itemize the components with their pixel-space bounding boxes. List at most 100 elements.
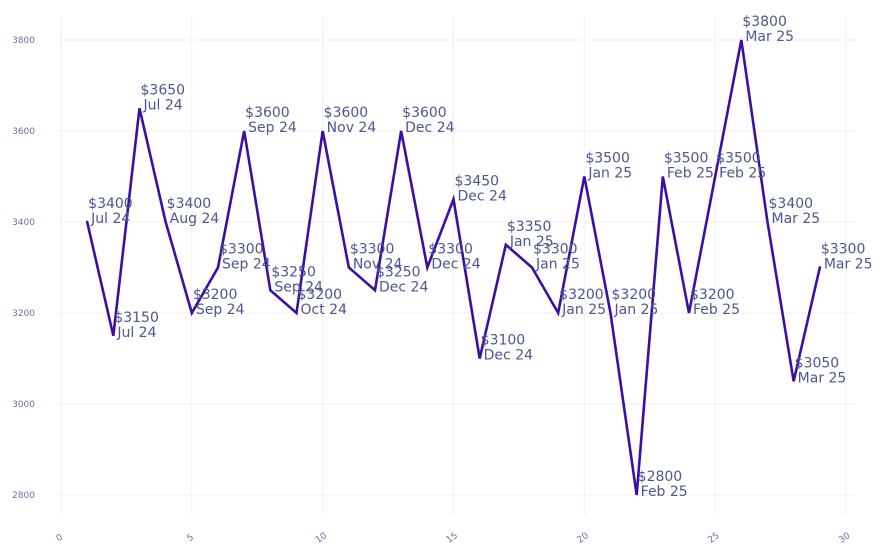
data-label-price: $2800 (638, 469, 683, 485)
data-point (479, 358, 480, 359)
data-label-date: Dec 24 (484, 348, 533, 364)
data-label-date: Jul 24 (116, 325, 156, 341)
data-label-price: $3200 (559, 287, 604, 303)
data-point (741, 40, 742, 41)
data-label-date: Dec 24 (431, 257, 480, 273)
data-point (139, 108, 140, 109)
y-tick-label: 3800 (12, 36, 35, 46)
data-point (584, 176, 585, 177)
tick-layer: 2800 3000 3200 3400 3600 3800 0 5 10 15 20 25 30 (12, 36, 853, 546)
data-label-price: $3150 (114, 310, 159, 326)
data-label-price: $3200 (690, 287, 735, 303)
data-label-price: $3250 (376, 264, 421, 280)
y-tick-label: 3400 (12, 218, 35, 228)
data-point (322, 131, 323, 132)
x-tick-label: 20 (576, 531, 591, 546)
data-label-price: $3300 (821, 242, 866, 258)
data-label-date: Sep 24 (222, 257, 271, 273)
data-label-price: $3600 (402, 105, 447, 121)
data-point (819, 267, 820, 268)
data-label-price: $3450 (455, 173, 500, 189)
series-line (85, 39, 822, 496)
y-tick-label: 3000 (12, 400, 35, 410)
data-point (636, 495, 637, 496)
data-point (270, 290, 271, 291)
data-label-date: Dec 24 (379, 279, 428, 295)
data-label-date: Sep 24 (248, 120, 297, 136)
data-label-price: $3500 (716, 151, 761, 167)
data-label-price: $3250 (271, 264, 316, 280)
data-label-date: Mar 25 (798, 370, 847, 386)
data-point (218, 267, 219, 268)
data-point (191, 313, 192, 314)
data-label-date: Feb 25 (719, 166, 766, 182)
data-label-date: Nov 24 (353, 257, 403, 273)
data-label-date: Aug 24 (170, 211, 220, 227)
data-label-date: Jan 25 (587, 166, 632, 182)
data-label-price: $3500 (585, 151, 630, 167)
data-point (348, 267, 349, 268)
data-label-date: Mar 25 (824, 257, 873, 273)
data-label-price: $3600 (245, 105, 290, 121)
data-label-price: $3400 (88, 196, 133, 212)
data-point (427, 267, 428, 268)
data-label-price: $3650 (141, 82, 186, 98)
data-label-price: $3350 (507, 219, 552, 235)
data-point (375, 290, 376, 291)
data-point (767, 222, 768, 223)
x-tick-label: 15 (445, 531, 460, 546)
data-label-date: Mar 25 (745, 29, 794, 45)
data-point (296, 313, 297, 314)
x-tick-label: 10 (314, 531, 329, 546)
data-label-price: $3600 (324, 105, 369, 121)
data-label-date: Jul 24 (143, 97, 183, 113)
data-label-price: $3400 (167, 196, 212, 212)
data-label-date: Dec 24 (405, 120, 454, 136)
data-label-date: Dec 24 (458, 188, 507, 204)
data-point (401, 131, 402, 132)
data-label-date: Jul 24 (90, 211, 130, 227)
data-label-price: $3200 (193, 287, 238, 303)
y-tick-label: 3600 (12, 127, 35, 137)
y-tick-label: 3200 (12, 309, 35, 319)
data-point (558, 313, 559, 314)
data-label-price: $3800 (742, 14, 787, 30)
data-label-date: Sep 24 (196, 302, 245, 318)
data-label-date: Nov 24 (327, 120, 377, 136)
data-label-price: $3200 (612, 287, 657, 303)
data-label-price: $3300 (350, 242, 395, 258)
x-tick-label: 5 (185, 533, 195, 544)
data-label-date: Jan 25 (614, 302, 659, 318)
data-point (793, 381, 794, 382)
data-point (87, 222, 88, 223)
data-point (505, 244, 506, 245)
data-label-date: Jan 25 (535, 257, 580, 273)
data-label-price: $3300 (428, 242, 473, 258)
data-label-price: $3050 (795, 355, 840, 371)
data-label-date: Feb 25 (693, 302, 740, 318)
data-point (532, 267, 533, 268)
data-point (662, 176, 663, 177)
data-point (453, 199, 454, 200)
data-label-date: Oct 24 (301, 302, 348, 318)
data-point (610, 313, 611, 314)
data-label-date: Mar 25 (772, 211, 821, 227)
data-label-price: $3500 (664, 151, 709, 167)
x-tick-label: 0 (55, 532, 66, 544)
data-label-date: Feb 25 (667, 166, 714, 182)
data-point (165, 222, 166, 223)
data-point (244, 131, 245, 132)
data-label-price: $3200 (298, 287, 343, 303)
data-label-date: Sep 24 (274, 279, 323, 295)
x-tick-label: 25 (706, 531, 721, 546)
line-layer (85, 39, 822, 496)
y-tick-label: 2800 (12, 491, 35, 501)
data-label-date: Jan 25 (509, 234, 554, 250)
data-label-date: Feb 25 (641, 484, 688, 500)
data-point (689, 313, 690, 314)
data-point (113, 335, 114, 336)
x-tick-label: 30 (837, 531, 852, 546)
data-label-price: $3300 (533, 242, 578, 258)
